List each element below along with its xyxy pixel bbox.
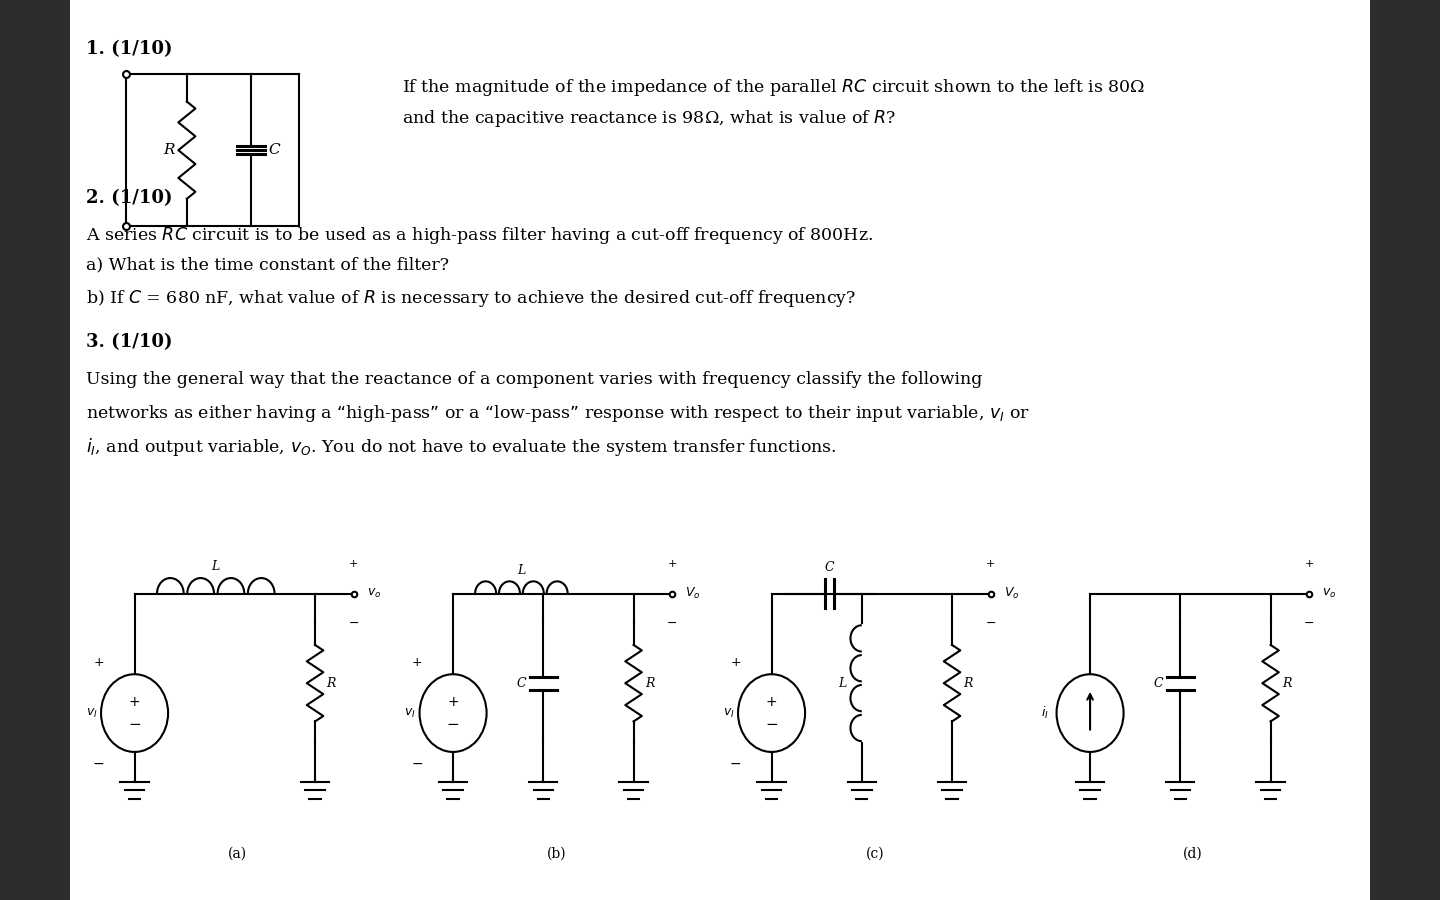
Text: −: −	[348, 616, 359, 630]
Text: If the magnitude of the impedance of the parallel $RC$ circuit shown to the left: If the magnitude of the impedance of the…	[402, 76, 1145, 97]
Text: b) If $C$ = 680 nF, what value of $R$ is necessary to achieve the desired cut-of: b) If $C$ = 680 nF, what value of $R$ is…	[85, 288, 855, 309]
Text: −: −	[765, 717, 778, 732]
Text: $i_I$: $i_I$	[1041, 705, 1048, 721]
Text: +: +	[128, 695, 140, 708]
Text: L: L	[517, 563, 526, 577]
Text: −: −	[446, 717, 459, 732]
Text: R: R	[327, 677, 336, 689]
Text: C: C	[517, 677, 527, 689]
Text: (c): (c)	[865, 847, 884, 860]
Text: 2. (1/10): 2. (1/10)	[85, 189, 173, 207]
Text: C: C	[1153, 677, 1164, 689]
Text: +: +	[766, 695, 778, 708]
Text: and the capacitive reactance is 98Ω, what is value of $R$?: and the capacitive reactance is 98Ω, wha…	[402, 108, 896, 129]
Text: +: +	[412, 656, 422, 669]
Text: +: +	[668, 559, 677, 569]
Text: −: −	[730, 757, 742, 771]
Text: $v_I$: $v_I$	[85, 706, 98, 720]
Text: 3. (1/10): 3. (1/10)	[85, 333, 173, 351]
Text: (a): (a)	[228, 847, 248, 860]
Text: R: R	[1282, 677, 1292, 689]
Text: 1. (1/10): 1. (1/10)	[85, 40, 173, 58]
Text: −: −	[92, 757, 104, 771]
Text: +: +	[986, 559, 995, 569]
Text: −: −	[128, 717, 141, 732]
Text: $v_I$: $v_I$	[723, 706, 734, 720]
Text: (b): (b)	[546, 847, 566, 860]
Text: (d): (d)	[1184, 847, 1202, 860]
Text: +: +	[94, 656, 104, 669]
Text: R: R	[163, 143, 174, 157]
Text: $i_I$, and output variable, $v_O$. You do not have to evaluate the system transf: $i_I$, and output variable, $v_O$. You d…	[85, 436, 837, 457]
Text: C: C	[268, 143, 279, 157]
Text: L: L	[838, 677, 847, 689]
Text: Using the general way that the reactance of a component varies with frequency cl: Using the general way that the reactance…	[85, 371, 982, 388]
Text: +: +	[348, 559, 359, 569]
Text: −: −	[985, 616, 996, 630]
Text: C: C	[825, 561, 834, 574]
Text: a) What is the time constant of the filter?: a) What is the time constant of the filt…	[85, 256, 449, 274]
Text: +: +	[1305, 559, 1313, 569]
Text: −: −	[412, 757, 423, 771]
Text: +: +	[448, 695, 459, 708]
Text: R: R	[645, 677, 655, 689]
Text: $v_I$: $v_I$	[405, 706, 416, 720]
Text: −: −	[667, 616, 677, 630]
Text: A series $RC$ circuit is to be used as a high-pass filter having a cut-off frequ: A series $RC$ circuit is to be used as a…	[85, 225, 873, 246]
Text: $V_o$: $V_o$	[685, 586, 701, 601]
Text: +: +	[730, 656, 740, 669]
Text: $v_o$: $v_o$	[367, 587, 382, 600]
Text: $V_o$: $V_o$	[1004, 586, 1020, 601]
Text: L: L	[212, 560, 220, 573]
Text: −: −	[1305, 616, 1315, 630]
Text: $v_o$: $v_o$	[1322, 587, 1336, 600]
Text: R: R	[963, 677, 973, 689]
Text: networks as either having a “high-pass” or a “low-pass” response with respect to: networks as either having a “high-pass” …	[85, 403, 1030, 424]
